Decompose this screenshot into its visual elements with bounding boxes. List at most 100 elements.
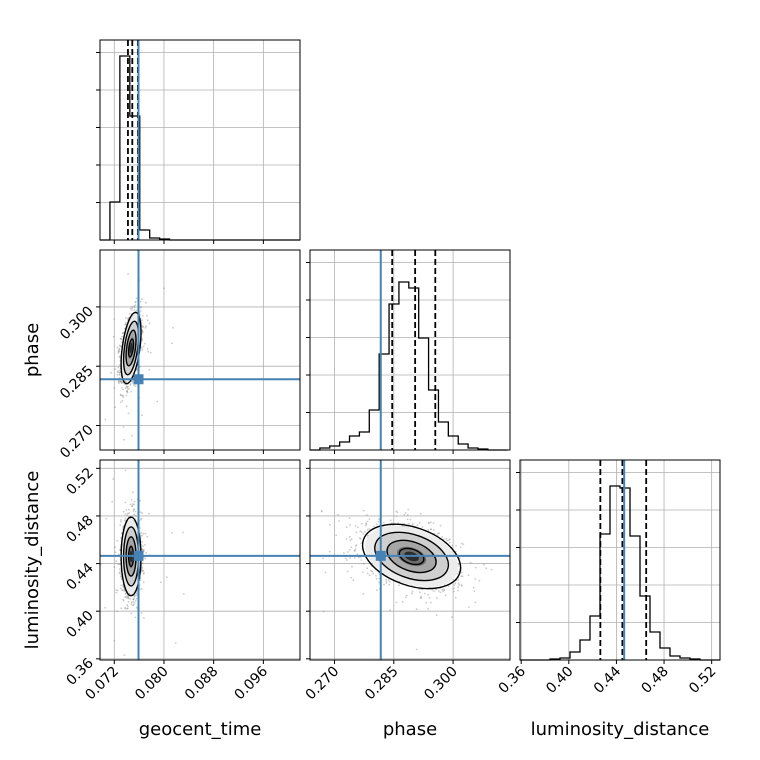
sample-point bbox=[104, 606, 107, 609]
sample-point bbox=[139, 310, 142, 312]
sample-point bbox=[363, 530, 366, 533]
sample-point bbox=[335, 534, 338, 537]
sample-point bbox=[134, 301, 137, 304]
sample-point bbox=[429, 528, 432, 531]
sample-point bbox=[351, 565, 353, 568]
sample-point bbox=[127, 317, 129, 320]
sample-point bbox=[139, 511, 142, 514]
sample-point bbox=[126, 514, 128, 516]
sample-point bbox=[145, 301, 147, 304]
sample-point bbox=[365, 523, 368, 525]
sample-point bbox=[140, 305, 143, 308]
sample-point bbox=[141, 315, 144, 317]
sample-point bbox=[182, 592, 185, 595]
sample-point bbox=[142, 325, 145, 328]
sample-point bbox=[182, 531, 184, 534]
sample-point bbox=[146, 348, 149, 350]
sample-point bbox=[127, 387, 130, 390]
sample-point bbox=[118, 344, 121, 347]
sample-point bbox=[324, 571, 327, 574]
contour-0.5-sigma bbox=[398, 547, 425, 566]
sample-point bbox=[141, 570, 144, 573]
sample-point bbox=[366, 567, 369, 570]
sample-point bbox=[120, 345, 122, 347]
tick-label-phase: 0.270 bbox=[57, 422, 97, 462]
sample-point bbox=[132, 603, 135, 606]
sample-point bbox=[462, 543, 465, 546]
sample-point bbox=[104, 418, 107, 421]
sample-point bbox=[118, 382, 120, 384]
sample-point bbox=[431, 589, 434, 591]
sample-point bbox=[349, 539, 352, 542]
sample-point bbox=[139, 306, 142, 309]
sample-point bbox=[348, 535, 351, 538]
sample-point bbox=[141, 540, 144, 543]
sample-point bbox=[125, 405, 128, 408]
sample-point bbox=[124, 513, 127, 515]
sample-point bbox=[135, 297, 138, 300]
sample-point bbox=[366, 534, 369, 537]
sample-point bbox=[354, 545, 357, 547]
sample-point bbox=[321, 510, 323, 513]
sample-point bbox=[432, 522, 435, 524]
sample-point bbox=[141, 566, 144, 569]
sample-point bbox=[127, 412, 130, 415]
y-axis-label-luminosity-distance: luminosity_distance bbox=[22, 471, 43, 650]
tick-label-luminosity_distance: 0.48 bbox=[63, 512, 96, 545]
sample-point bbox=[142, 532, 145, 535]
sample-point bbox=[129, 503, 132, 506]
sample-point bbox=[135, 606, 138, 609]
sample-point bbox=[375, 577, 378, 580]
sample-point bbox=[141, 548, 144, 551]
sample-point bbox=[125, 595, 127, 598]
sample-point bbox=[119, 524, 122, 527]
sample-point bbox=[147, 350, 150, 353]
grid-layer bbox=[100, 40, 720, 660]
sample-point bbox=[119, 337, 122, 340]
sample-point bbox=[118, 356, 121, 358]
sample-point bbox=[446, 539, 448, 542]
panel-frame-luminosity_distance-luminosity_distance bbox=[519, 459, 721, 661]
sample-point bbox=[132, 598, 135, 601]
sample-point bbox=[139, 366, 141, 368]
sample-point bbox=[483, 563, 485, 566]
sample-point bbox=[356, 553, 359, 556]
sample-point bbox=[457, 582, 460, 585]
sample-point bbox=[127, 600, 130, 603]
sample-point bbox=[144, 557, 147, 559]
sample-point bbox=[116, 610, 118, 613]
sample-point bbox=[120, 337, 122, 340]
contour-1.5-sigma bbox=[374, 531, 450, 582]
sample-point bbox=[124, 607, 127, 610]
sample-point bbox=[353, 557, 356, 559]
sample-point bbox=[403, 522, 405, 525]
sample-point bbox=[142, 545, 144, 548]
scatter-layer bbox=[100, 273, 493, 656]
grid-phase-luminosity_distance bbox=[310, 460, 510, 660]
sample-point bbox=[114, 551, 117, 554]
sample-point bbox=[122, 396, 125, 399]
sample-point bbox=[140, 531, 142, 534]
sample-point bbox=[457, 562, 460, 565]
sample-point bbox=[127, 273, 129, 275]
sample-point bbox=[130, 601, 133, 604]
sample-point bbox=[120, 381, 123, 384]
sample-point bbox=[132, 491, 134, 494]
sample-point bbox=[135, 597, 138, 600]
sample-point bbox=[126, 386, 128, 389]
sample-point bbox=[133, 508, 136, 511]
sample-point bbox=[361, 571, 364, 574]
histogram-luminosity_distance bbox=[520, 485, 720, 661]
sample-point bbox=[127, 595, 129, 598]
sample-point bbox=[117, 350, 120, 353]
tick-label-phase: 0.285 bbox=[57, 363, 97, 403]
sample-point bbox=[337, 513, 339, 516]
sample-point bbox=[418, 521, 421, 524]
sample-point bbox=[132, 604, 134, 607]
sample-point bbox=[461, 585, 463, 587]
sample-point bbox=[116, 373, 119, 376]
sample-point bbox=[407, 508, 410, 511]
sample-point bbox=[141, 324, 144, 327]
sample-point bbox=[449, 538, 451, 541]
